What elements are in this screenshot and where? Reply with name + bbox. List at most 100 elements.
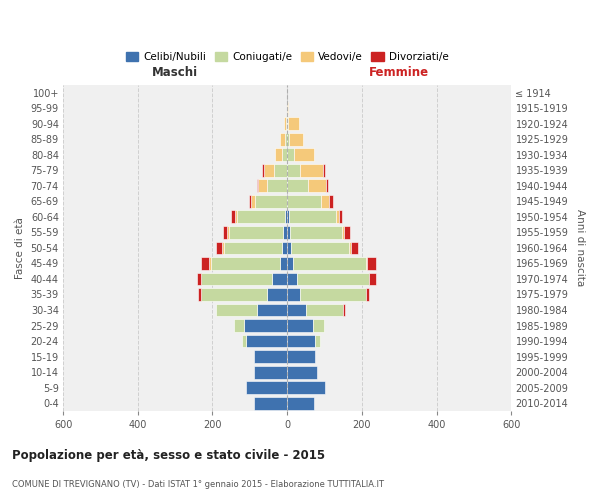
Bar bbox=[266, 288, 287, 301]
Bar bbox=[300, 164, 323, 176]
Bar bbox=[308, 180, 326, 192]
Bar bbox=[287, 195, 321, 207]
Bar bbox=[280, 133, 286, 145]
Bar bbox=[287, 226, 290, 238]
Bar bbox=[280, 257, 287, 270]
Bar bbox=[246, 334, 287, 347]
Legend: Celibi/Nubili, Coniugati/e, Vedovi/e, Divorziati/e: Celibi/Nubili, Coniugati/e, Vedovi/e, Di… bbox=[121, 48, 453, 66]
Bar bbox=[287, 133, 289, 145]
Bar bbox=[289, 133, 303, 145]
Y-axis label: Fasce di età: Fasce di età bbox=[15, 217, 25, 279]
Bar bbox=[275, 148, 281, 161]
Bar bbox=[287, 148, 294, 161]
Bar bbox=[287, 210, 289, 223]
Bar bbox=[211, 257, 280, 270]
Bar bbox=[209, 257, 211, 270]
Bar bbox=[254, 350, 287, 363]
Bar bbox=[287, 164, 300, 176]
Bar bbox=[287, 397, 314, 409]
Bar bbox=[251, 195, 256, 207]
Bar bbox=[281, 148, 287, 161]
Y-axis label: Anni di nascita: Anni di nascita bbox=[575, 210, 585, 286]
Bar bbox=[234, 319, 244, 332]
Bar bbox=[235, 210, 237, 223]
Bar bbox=[256, 195, 287, 207]
Bar bbox=[272, 272, 287, 285]
Bar bbox=[370, 272, 376, 285]
Bar bbox=[293, 257, 365, 270]
Bar bbox=[321, 195, 329, 207]
Bar bbox=[287, 180, 308, 192]
Bar bbox=[287, 272, 296, 285]
Bar bbox=[343, 304, 345, 316]
Bar bbox=[287, 334, 315, 347]
Bar bbox=[287, 257, 293, 270]
Bar bbox=[259, 180, 266, 192]
Bar bbox=[227, 226, 229, 238]
Bar bbox=[287, 242, 291, 254]
Text: Maschi: Maschi bbox=[152, 66, 198, 80]
Bar bbox=[200, 257, 209, 270]
Bar bbox=[216, 304, 257, 316]
Bar bbox=[284, 118, 286, 130]
Bar bbox=[262, 164, 263, 176]
Text: COMUNE DI TREVIGNANO (TV) - Dati ISTAT 1° gennaio 2015 - Elaborazione TUTTITALIA: COMUNE DI TREVIGNANO (TV) - Dati ISTAT 1… bbox=[12, 480, 384, 489]
Bar bbox=[315, 334, 320, 347]
Bar bbox=[323, 164, 325, 176]
Bar bbox=[281, 242, 287, 254]
Bar bbox=[294, 148, 314, 161]
Bar bbox=[287, 102, 289, 115]
Bar bbox=[367, 257, 376, 270]
Bar bbox=[287, 350, 315, 363]
Bar bbox=[244, 319, 287, 332]
Bar bbox=[291, 242, 349, 254]
Bar bbox=[257, 304, 287, 316]
Bar bbox=[283, 226, 287, 238]
Bar bbox=[344, 226, 350, 238]
Bar bbox=[287, 118, 289, 130]
Bar bbox=[350, 242, 358, 254]
Bar bbox=[365, 288, 370, 301]
Bar bbox=[296, 272, 370, 285]
Bar bbox=[216, 242, 222, 254]
Bar bbox=[199, 288, 201, 301]
Bar bbox=[339, 210, 343, 223]
Bar bbox=[365, 257, 367, 270]
Bar bbox=[290, 226, 343, 238]
Bar bbox=[313, 319, 324, 332]
Bar bbox=[231, 210, 235, 223]
Bar bbox=[289, 118, 299, 130]
Bar bbox=[289, 210, 336, 223]
Bar bbox=[287, 319, 313, 332]
Bar bbox=[349, 242, 350, 254]
Bar bbox=[266, 180, 287, 192]
Bar bbox=[300, 288, 365, 301]
Bar bbox=[222, 242, 224, 254]
Bar bbox=[223, 226, 227, 238]
Bar bbox=[229, 226, 283, 238]
Bar bbox=[326, 180, 328, 192]
Bar bbox=[257, 180, 259, 192]
Bar bbox=[287, 382, 325, 394]
Text: Femmine: Femmine bbox=[369, 66, 430, 80]
Bar bbox=[242, 334, 246, 347]
Bar bbox=[224, 242, 281, 254]
Bar bbox=[329, 195, 333, 207]
Bar bbox=[336, 210, 339, 223]
Bar bbox=[286, 210, 287, 223]
Bar bbox=[274, 164, 287, 176]
Bar bbox=[287, 304, 306, 316]
Bar bbox=[201, 272, 272, 285]
Bar bbox=[287, 366, 317, 378]
Bar bbox=[237, 210, 286, 223]
Bar bbox=[197, 272, 201, 285]
Bar bbox=[254, 397, 287, 409]
Bar bbox=[286, 118, 287, 130]
Bar bbox=[263, 164, 274, 176]
Bar bbox=[286, 133, 287, 145]
Bar bbox=[201, 288, 266, 301]
Bar bbox=[249, 195, 251, 207]
Bar bbox=[343, 226, 344, 238]
Text: Popolazione per età, sesso e stato civile - 2015: Popolazione per età, sesso e stato civil… bbox=[12, 450, 325, 462]
Bar bbox=[254, 366, 287, 378]
